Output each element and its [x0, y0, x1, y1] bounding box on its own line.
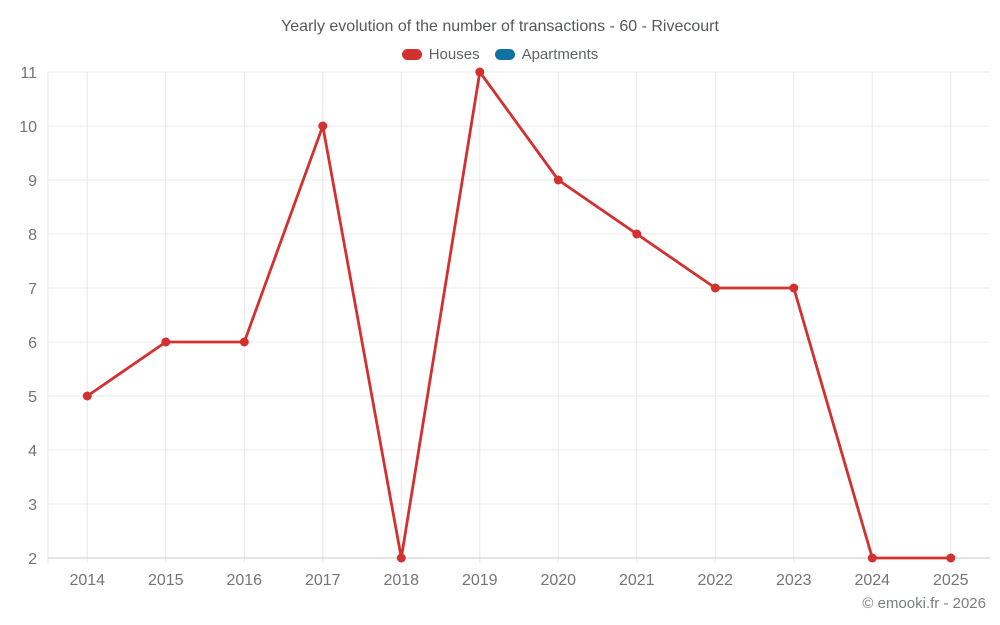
data-point-houses[interactable]: [867, 553, 877, 563]
data-point-houses[interactable]: [396, 553, 406, 563]
y-tick-label: 3: [28, 497, 37, 514]
x-tick-label: 2024: [854, 572, 890, 589]
data-point-houses[interactable]: [161, 337, 171, 347]
data-point-houses[interactable]: [710, 283, 720, 293]
legend-item-apartments[interactable]: Apartments: [494, 46, 599, 63]
y-tick-label: 9: [28, 173, 37, 190]
x-tick-label: 2017: [305, 572, 341, 589]
x-tick-label: 2015: [148, 572, 184, 589]
y-tick-label: 5: [28, 389, 37, 406]
x-tick-label: 2020: [540, 572, 576, 589]
houses-series-swatch: [401, 49, 422, 60]
data-point-houses[interactable]: [553, 175, 563, 185]
data-point-houses[interactable]: [789, 283, 799, 293]
y-tick-label: 6: [28, 335, 37, 352]
x-tick-label: 2014: [69, 572, 105, 589]
x-tick-label: 2023: [776, 572, 812, 589]
x-tick-label: 2018: [383, 572, 419, 589]
copyright-footer: © emooki.fr - 2026: [862, 595, 986, 612]
y-tick-label: 10: [19, 119, 37, 136]
y-tick-label: 2: [28, 551, 37, 568]
chart-title: Yearly evolution of the number of transa…: [281, 18, 719, 35]
series-line-houses: [85, 70, 953, 560]
data-point-houses[interactable]: [946, 553, 956, 563]
apartments-series-swatch: [494, 49, 515, 60]
x-tick-label: 2025: [933, 572, 969, 589]
legend-item-houses[interactable]: Houses: [401, 46, 480, 63]
y-tick-label: 8: [28, 227, 37, 244]
data-point-houses[interactable]: [82, 391, 92, 401]
legend: Houses Apartments: [0, 46, 1000, 63]
data-point-houses[interactable]: [475, 67, 485, 77]
x-tick-label: 2021: [619, 572, 655, 589]
y-tick-label: 7: [28, 281, 37, 298]
data-point-houses[interactable]: [239, 337, 249, 347]
x-tick-label: 2022: [697, 572, 733, 589]
x-tick-label: 2016: [226, 572, 262, 589]
y-tick-label: 4: [28, 443, 37, 460]
data-point-houses[interactable]: [318, 121, 328, 131]
x-tick-label: 2019: [462, 572, 498, 589]
legend-label-apartments: Apartments: [521, 46, 599, 63]
y-tick-label: 11: [20, 65, 37, 82]
legend-label-houses: Houses: [428, 46, 480, 63]
data-point-houses[interactable]: [632, 229, 642, 239]
